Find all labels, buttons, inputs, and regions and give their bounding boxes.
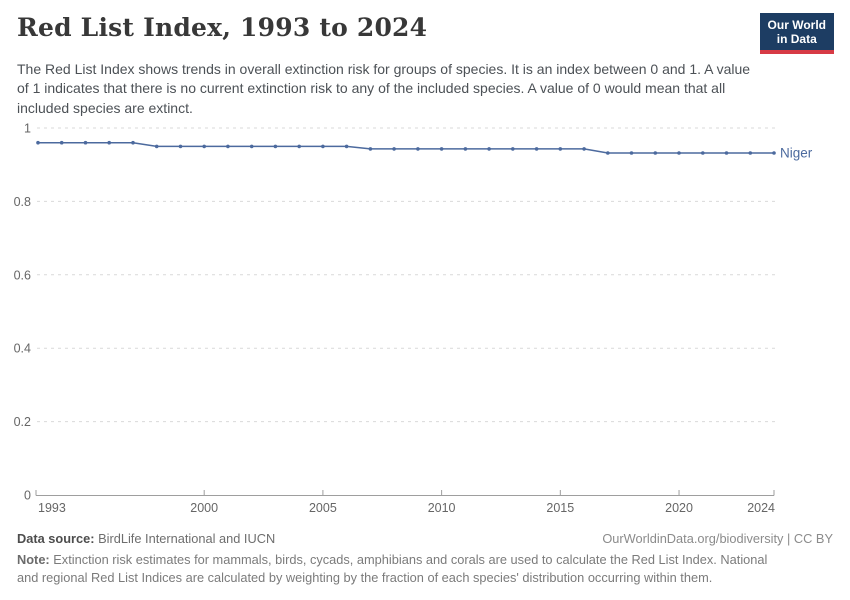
page-title: Red List Index, 1993 to 2024 — [17, 13, 428, 42]
data-point — [344, 144, 349, 149]
data-source-label: Data source: — [17, 531, 95, 546]
data-point — [772, 151, 776, 155]
y-tick-label: 1 — [24, 122, 31, 136]
x-tick-label: 2005 — [309, 501, 337, 515]
chart-note-value: Extinction risk estimates for mammals, b… — [17, 552, 768, 586]
chart-svg: 0 0.2 0.4 0.6 0.8 1 1993 2000 2005 2010 2015 2020 20… — [14, 122, 813, 516]
data-point — [226, 144, 230, 149]
data-point — [59, 140, 64, 145]
data-point — [297, 144, 302, 149]
data-point — [463, 147, 468, 151]
data-point — [368, 147, 373, 151]
data-point — [83, 140, 88, 145]
data-point — [273, 144, 278, 149]
y-tick-label: 0.6 — [14, 268, 31, 282]
owid-logo: Our World in Data — [759, 13, 834, 55]
owid-logo-line2: in Data — [776, 32, 817, 47]
data-point — [416, 147, 420, 151]
chart-footer: Data source: BirdLife International and … — [17, 531, 833, 546]
x-tick-label: 2015 — [546, 501, 574, 515]
y-tick-label: 0.8 — [14, 195, 31, 209]
chart-note-label: Note: — [17, 552, 50, 567]
data-point — [249, 144, 254, 149]
data-point — [178, 144, 183, 149]
data-point — [202, 144, 206, 149]
data-point — [677, 151, 681, 155]
data-point — [36, 140, 40, 145]
chart-subtitle: The Red List Index shows trends in overa… — [17, 61, 751, 116]
data-point — [131, 140, 135, 145]
data-point — [439, 147, 444, 151]
x-tick-label: 2010 — [428, 501, 456, 515]
data-point — [487, 147, 491, 151]
data-point — [107, 140, 111, 145]
owid-license-link[interactable]: OurWorldinData.org/biodiversity | CC BY — [602, 531, 833, 546]
data-source-value: BirdLife International and IUCN — [94, 531, 276, 546]
x-tick-label: 2020 — [665, 501, 693, 515]
chart-note: Note: Extinction risk estimates for mamm… — [17, 551, 792, 587]
x-tick-label: 2000 — [190, 501, 218, 515]
data-point — [154, 144, 159, 149]
y-tick-label: 0 — [24, 489, 31, 503]
data-point — [534, 147, 539, 151]
data-point — [653, 151, 658, 155]
data-source: Data source: BirdLife International and … — [17, 531, 275, 546]
y-tick-label: 0.4 — [14, 342, 31, 356]
data-point — [392, 147, 396, 151]
owid-logo-line1: Our World — [767, 18, 826, 32]
data-point — [724, 151, 729, 155]
data-point — [321, 144, 325, 149]
data-point — [701, 151, 705, 155]
data-point — [748, 151, 753, 155]
y-tick-label: 0.2 — [14, 415, 31, 429]
data-point — [511, 147, 515, 151]
data-point — [558, 147, 563, 151]
series-end-label: Niger — [780, 145, 813, 160]
series-line-niger — [38, 141, 774, 154]
data-point — [582, 147, 586, 151]
data-point — [629, 151, 634, 155]
data-point — [606, 151, 610, 155]
x-tick-label: 2024 — [747, 501, 775, 515]
x-tick-label: 1993 — [38, 501, 66, 515]
